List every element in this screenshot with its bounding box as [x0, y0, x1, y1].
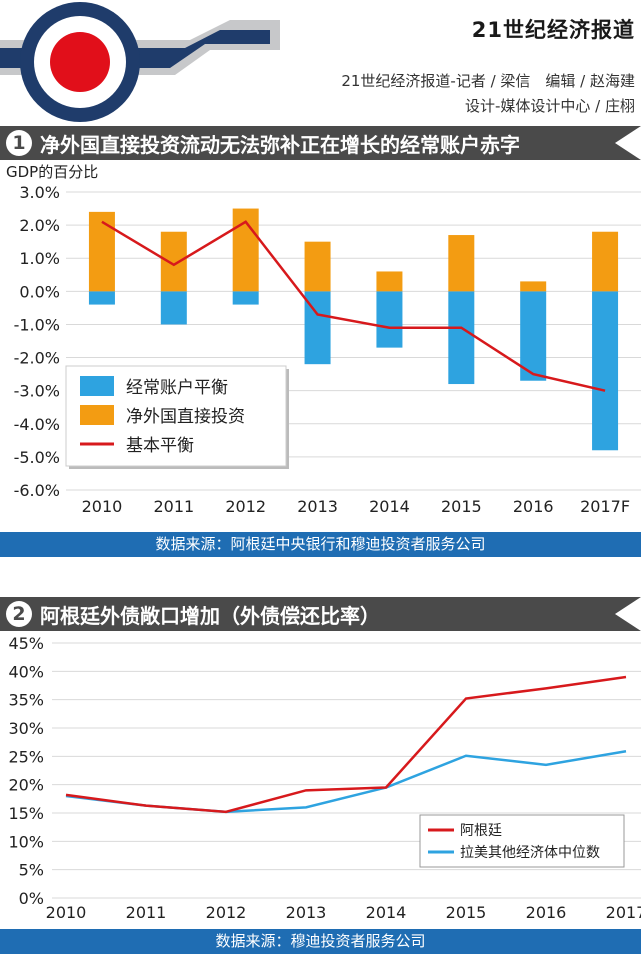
chart1-y-tick-label: 0.0%	[19, 282, 60, 301]
chart1-y-tick-label: -6.0%	[14, 481, 60, 500]
chart1-legend-swatch-fdi	[80, 405, 114, 425]
chart1-legend-swatch-current-account	[80, 376, 114, 396]
chart1-x-tick-label: 2011	[153, 497, 194, 516]
section2-title: 阿根廷外债敞口增加（外债偿还比率）	[40, 604, 380, 628]
chart1-y-tick-label: -5.0%	[14, 448, 60, 467]
chart1-y-tick-label: -1.0%	[14, 315, 60, 334]
chart1-y-tick-label: 1.0%	[19, 249, 60, 268]
chart1-bar-current-account	[448, 291, 475, 385]
chart1-y-tick-label: -4.0%	[14, 415, 60, 434]
section1-title: 净外国直接投资流动无法弥补正在增长的经常账户赤字	[40, 133, 520, 157]
chart1-bar-fdi	[304, 241, 331, 292]
credits-line-2: 设计-媒体设计中心 / 庄栩	[464, 97, 635, 115]
chart1-x-tick-label: 2014	[369, 497, 410, 516]
chart1-bar-current-account	[232, 291, 259, 305]
chart1-y-tick-label: -2.0%	[14, 349, 60, 368]
chart1-bar-current-account	[520, 291, 547, 381]
chart1-y-tick-label: 3.0%	[19, 183, 60, 202]
chart1-y-tick-label: 2.0%	[19, 216, 60, 235]
section2-title-bar: 2 阿根廷外债敞口增加（外债偿还比率）	[0, 597, 641, 631]
chart1-unit-label: GDP的百分比	[6, 163, 99, 181]
chart1-bar-fdi	[376, 271, 403, 292]
chart1-bar-fdi	[448, 235, 475, 292]
chart1-x-tick-label: 2012	[225, 497, 266, 516]
section1-title-bar: 1 净外国直接投资流动无法弥补正在增长的经常账户赤字	[0, 126, 641, 160]
credits-line-1: 21世纪经济报道-记者 / 梁信 编辑 / 赵海建	[341, 72, 635, 90]
chart1-bar-fdi	[592, 231, 619, 292]
chart1-x-tick-label: 2015	[441, 497, 482, 516]
section2-arrow-icon	[615, 597, 641, 631]
chart1-legend-label: 基本平衡	[126, 436, 194, 456]
header: 21世纪经济报道 21世纪经济报道-记者 / 梁信 编辑 / 赵海建 设计-媒体…	[0, 0, 641, 125]
chart1-line-basic-balance	[101, 220, 606, 392]
section2-number-badge: 2	[6, 601, 32, 627]
chart1-bar-fdi	[520, 281, 547, 292]
section2-source: 数据来源：穆迪投资者服务公司	[0, 929, 641, 954]
section1-arrow-icon	[615, 126, 641, 160]
chart1-x-tick-label: 2017F	[580, 497, 630, 516]
chart1-legend-label: 净外国直接投资	[126, 407, 245, 427]
chart1-bar-current-account	[376, 291, 403, 348]
chart1-bar-current-account	[160, 291, 187, 325]
chart1-bar-fdi	[88, 211, 115, 292]
chart1-x-tick-label: 2016	[513, 497, 554, 516]
chart1-bar-current-account	[592, 291, 619, 451]
section1-number-badge: 1	[6, 130, 32, 156]
chart1-x-tick-label: 2010	[82, 497, 123, 516]
chart1-x-tick-label: 2013	[297, 497, 338, 516]
chart1-bar-current-account	[88, 291, 115, 305]
section1-source: 数据来源：阿根廷中央银行和穆迪投资者服务公司	[0, 532, 641, 557]
chart1-legend-label: 经常账户平衡	[126, 378, 228, 398]
newspaper-logo	[0, 2, 280, 122]
brand-title: 21世纪经济报道	[471, 18, 635, 42]
chart1-y-tick-label: -3.0%	[14, 382, 60, 401]
chart1-bar-fdi	[160, 231, 187, 292]
